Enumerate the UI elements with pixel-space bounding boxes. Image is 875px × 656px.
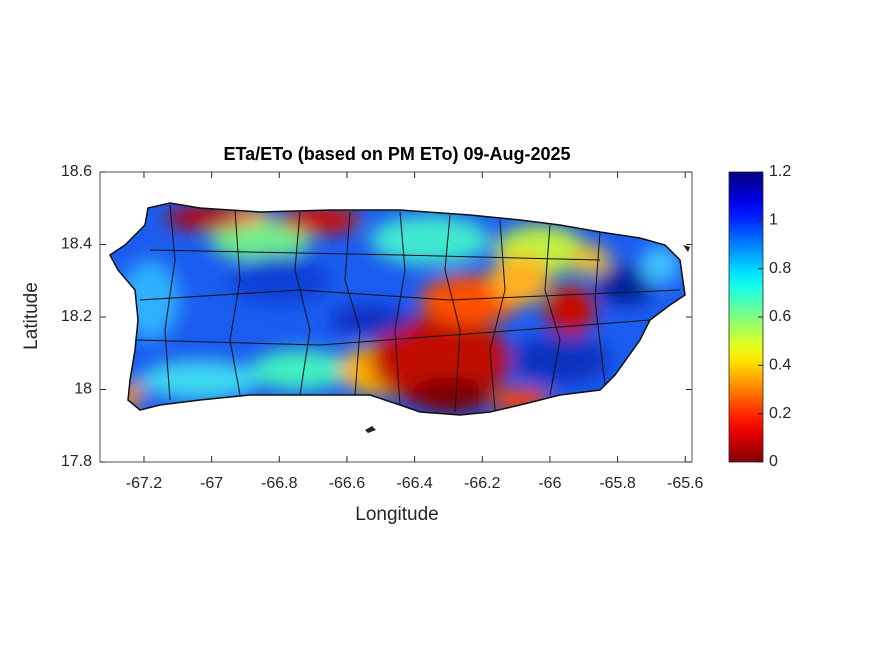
- x-tick-label: -65.6: [667, 475, 704, 492]
- x-tick-label: -66: [538, 475, 561, 492]
- x-tick-label: -66.8: [261, 475, 298, 492]
- y-axis-label: Latitude: [21, 282, 42, 350]
- map-field: [110, 203, 685, 415]
- colorbar-tick-label: 0.6: [769, 308, 791, 325]
- y-tick-label: 18.2: [61, 308, 92, 325]
- y-tick-label: 17.8: [61, 453, 92, 470]
- y-tick-label: 18.6: [61, 163, 92, 180]
- municipal-boundaries: [134, 204, 681, 413]
- colorbar-tick-label: 1: [769, 212, 778, 229]
- colorbar-tick-label: 0: [769, 453, 778, 470]
- x-tick-label: -67.2: [126, 475, 163, 492]
- colorbar-tick-label: 0.2: [769, 405, 791, 422]
- colorbar-tick-label: 0.8: [769, 260, 791, 277]
- colorbar-tick-label: 1.2: [769, 163, 791, 180]
- chart-title: ETa/ETo (based on PM ETo) 09-Aug-2025: [223, 144, 570, 164]
- y-tick-label: 18: [74, 381, 92, 398]
- colorbar: [728, 171, 764, 463]
- x-tick-label: -65.8: [599, 475, 636, 492]
- x-tick-label: -67: [200, 475, 223, 492]
- x-tick-label: -66.6: [329, 475, 366, 492]
- x-tick-label: -66.4: [396, 475, 433, 492]
- y-tick-label: 18.4: [61, 236, 92, 253]
- colorbar-tick-label: 0.4: [769, 357, 791, 374]
- coastline: [109, 202, 686, 416]
- x-tick-label: -66.2: [464, 475, 501, 492]
- x-axis-label: Longitude: [355, 504, 438, 525]
